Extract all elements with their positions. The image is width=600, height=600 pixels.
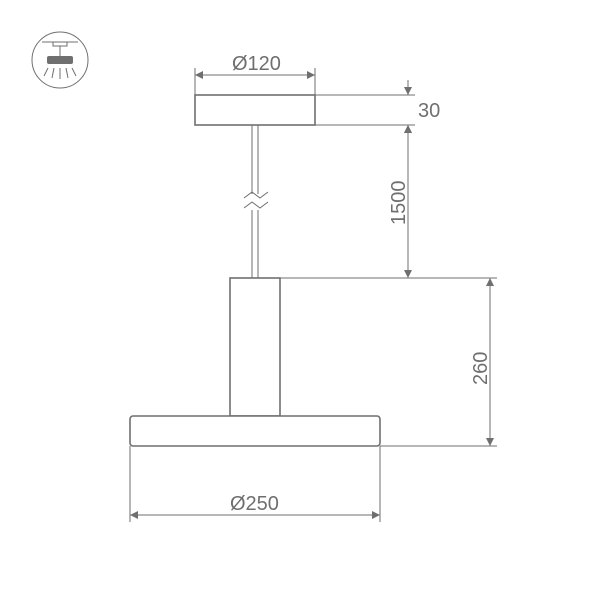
suspension-wire	[244, 125, 268, 278]
label-canopy-height: 30	[418, 100, 440, 122]
lamp-outline	[130, 95, 380, 446]
canopy	[195, 95, 315, 125]
label-wire-length: 1500	[388, 181, 410, 226]
lamp-stem	[230, 278, 280, 416]
dim-disc-diameter: Ø250	[130, 446, 380, 522]
dim-canopy-diameter: Ø120	[195, 53, 315, 95]
label-canopy-diameter: Ø120	[232, 53, 281, 75]
label-disc-diameter: Ø250	[230, 493, 279, 515]
dimension-drawing: Ø120 30 1500 260 Ø250	[0, 0, 600, 600]
lamp-disc	[130, 416, 380, 446]
icon-lamp-disc	[47, 56, 73, 64]
product-type-icon	[32, 32, 88, 88]
dim-wire-length: 1500	[280, 125, 415, 278]
dim-canopy-height: 30	[315, 80, 440, 140]
label-body-height: 260	[470, 352, 492, 385]
